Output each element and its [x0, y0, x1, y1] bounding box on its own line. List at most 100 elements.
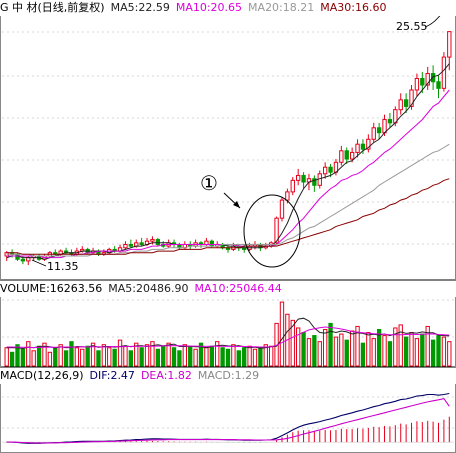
candle-body-50: [274, 217, 279, 244]
candle-body-57: [312, 178, 317, 186]
ma10-value: MA10:20.65: [175, 1, 243, 14]
volume-bar-0: [4, 347, 9, 367]
candle-body-53: [290, 179, 295, 193]
candle-body-81: [441, 56, 447, 89]
volume-bar-72: [393, 327, 398, 367]
volume-bar-37: [204, 347, 209, 367]
candle-body-22: [123, 243, 128, 249]
volume-bar-15: [85, 345, 90, 367]
volume-bar-1: [9, 351, 15, 367]
candle-body-52: [285, 191, 290, 201]
volume-bar-45: [247, 345, 252, 367]
price-ma-line-ma20: [6, 143, 450, 257]
candle-body-37: [204, 240, 209, 245]
volume-bar-54: [295, 327, 301, 367]
annotations: 25.55 11.35 ①: [31, 9, 447, 273]
dif-value: DIF:2.47: [89, 369, 135, 382]
candle-body-38: [209, 240, 214, 247]
volume-bar-13: [74, 347, 80, 367]
volume-bar-57: [312, 335, 317, 367]
candle-body-59: [322, 166, 328, 175]
low-price-label: 11.35: [47, 260, 79, 273]
ma5-value: MA5:22.59: [110, 1, 170, 14]
candle-body-75: [409, 89, 414, 107]
candle-body-67: [366, 138, 371, 150]
volume-header: VOLUME:16263.56 MA5:20486.90 MA10:25046.44: [0, 281, 456, 297]
volume-bar-25: [139, 347, 144, 367]
volume-bar-16: [90, 342, 96, 367]
volume-bar-28: [155, 348, 161, 367]
volume-bar-36: [198, 342, 204, 367]
candle-body-76: [414, 77, 420, 91]
volume-bar-24: [134, 342, 139, 367]
volume-bar-32: [177, 350, 182, 367]
volume-bar-77: [420, 333, 425, 367]
circle-marker-label: ①: [200, 171, 218, 195]
volume-bar-79: [430, 339, 436, 367]
dea-value: DEA:1.82: [140, 369, 192, 382]
volume-bar-70: [382, 335, 387, 367]
macd-panel: [2, 392, 454, 444]
highlight-circle: [243, 194, 301, 268]
candle-body-27: [150, 239, 155, 242]
volume-bar-78: [425, 325, 430, 367]
candle-body-77: [420, 77, 425, 86]
volume-bar-40: [220, 347, 225, 367]
volume-bar-14: [80, 348, 85, 367]
candle-body-80: [436, 81, 441, 89]
marker-arrow-head: [233, 201, 240, 208]
volume-bar-17: [96, 350, 101, 367]
volume-bar-67: [366, 332, 371, 367]
vol-ma5-value: MA5:20486.90: [108, 282, 189, 295]
volume-bar-9: [53, 347, 58, 367]
volume-bar-74: [403, 336, 409, 367]
volume-bar-18: [101, 344, 107, 367]
volume-bar-61: [333, 336, 339, 367]
volume-bar-56: [306, 338, 312, 367]
candle-body-4: [26, 257, 31, 262]
volume-bar-73: [398, 324, 403, 367]
volume-bar-41: [225, 348, 231, 367]
volume-bar-29: [161, 345, 166, 367]
volume-bar-62: [339, 333, 344, 367]
low-price-pointer: [31, 259, 47, 267]
volume-bar-10: [58, 344, 63, 367]
candle-body-63: [344, 150, 349, 160]
volume-bar-48: [263, 344, 268, 367]
candle-body-60: [328, 166, 333, 173]
volume-bar-30: [166, 342, 171, 367]
volume-bar-64: [349, 330, 355, 367]
volume-bar-4: [26, 341, 31, 367]
volume-bar-80: [436, 335, 441, 367]
volume-bar-68: [371, 338, 376, 367]
volume-bar-21: [117, 339, 123, 367]
volume-bar-19: [107, 347, 112, 367]
candle-body-28: [155, 239, 161, 245]
volume-bar-7: [42, 342, 47, 367]
volume-bar-6: [36, 345, 42, 367]
volume-value: VOLUME:16263.56: [0, 282, 103, 295]
candle-body-79: [430, 73, 436, 83]
price-ma-line-ma5: [6, 63, 450, 260]
candle-body-54: [295, 174, 301, 181]
volume-bar-26: [144, 344, 150, 367]
candle-body-25: [139, 242, 144, 245]
volume-bar-33: [182, 344, 187, 367]
volume-ma10-line: [6, 326, 450, 349]
high-price-label: 25.55: [396, 20, 428, 33]
volume-bar-51: [279, 301, 285, 367]
macd-header: MACD(12,26,9) DIF:2.47 DEA:1.82 MACD:1.29: [0, 368, 456, 384]
candle-body-66: [360, 143, 366, 150]
volume-bar-81: [441, 336, 447, 367]
candle-body-68: [371, 127, 376, 140]
volume-bar-38: [209, 345, 214, 367]
vol-ma10-value: MA10:25046.44: [194, 282, 282, 295]
macd-params: MACD(12,26,9): [0, 369, 84, 382]
price-header: G 中 材(日线,前复权) MA5:22.59 MA10:20.65 MA20:18.…: [0, 0, 456, 16]
volume-bar-3: [20, 348, 26, 367]
volume-bar-44: [242, 347, 247, 367]
stock-name: G 中 材(日线,前复权): [0, 1, 105, 14]
volume-bar-20: [112, 348, 117, 367]
volume-bar-11: [63, 350, 69, 367]
